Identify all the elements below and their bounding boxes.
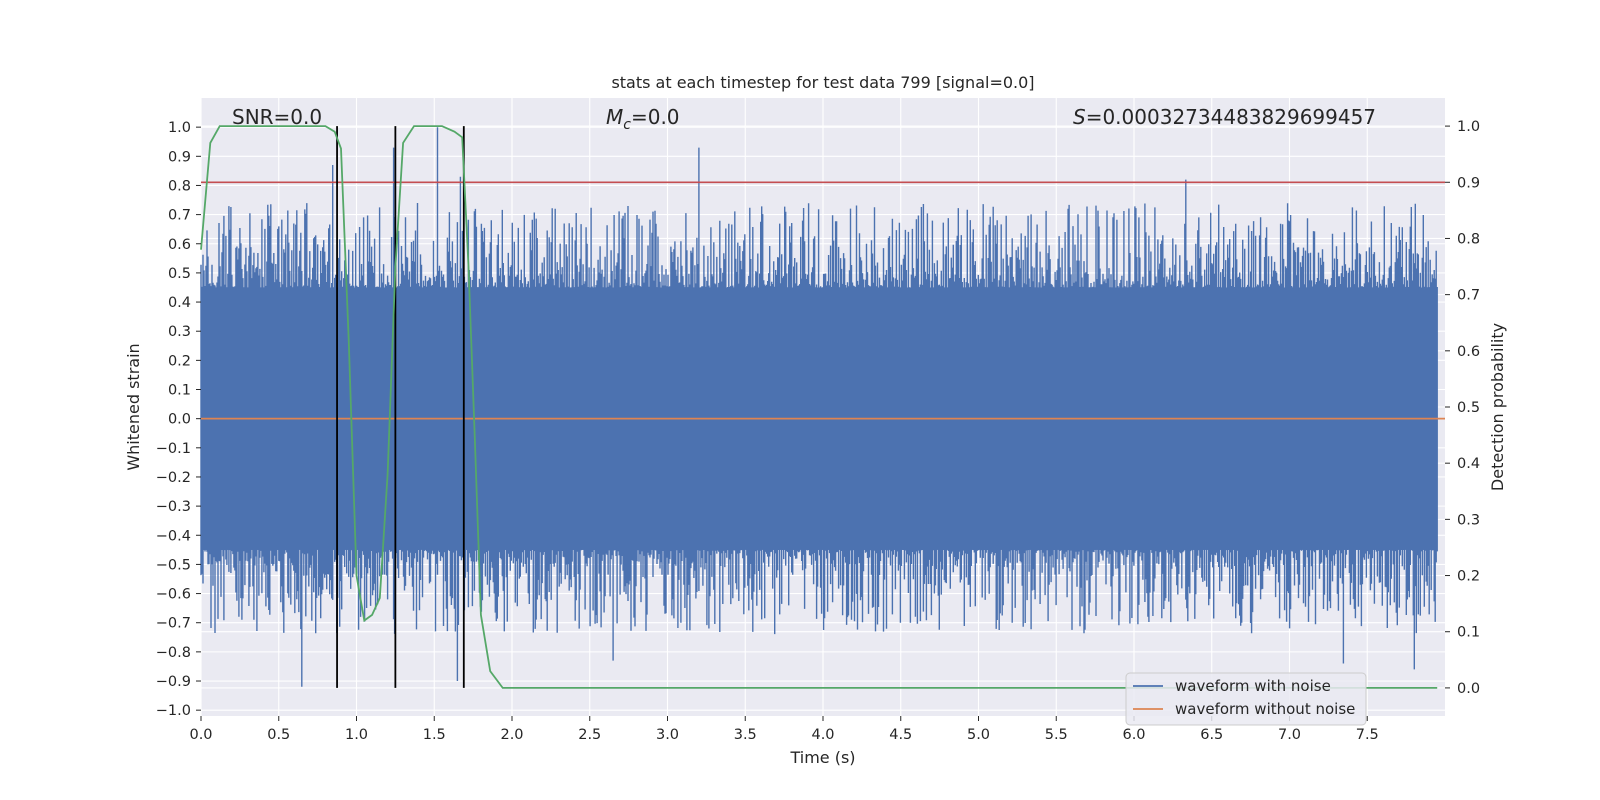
marker-lines — [336, 126, 465, 688]
y-left-tick-label: 0.1 — [168, 383, 191, 399]
y-right-tick-label: 0.5 — [1457, 400, 1480, 416]
y-left-axis-label: Whitened strain — [124, 343, 143, 470]
statistic-symbol: S — [1073, 105, 1086, 129]
x-tick-label: 0.5 — [267, 727, 290, 743]
legend-entry-clean: waveform without noise — [1175, 700, 1355, 718]
x-tick-label: 2.5 — [578, 727, 601, 743]
y-right-tick-label: 0.3 — [1457, 512, 1480, 528]
y-left-tick-label: 1.0 — [168, 120, 191, 136]
y-left-tick-label: −0.6 — [156, 587, 191, 603]
legend-entry-noise: waveform with noise — [1175, 677, 1331, 695]
y-right-tick-label: 0.7 — [1457, 288, 1480, 304]
y-right-tick-label: 0.0 — [1457, 681, 1480, 697]
y-left-tick-label: 0.5 — [168, 266, 191, 282]
x-tick-label: 0.0 — [189, 727, 212, 743]
y-left-tick-label: −1.0 — [156, 703, 191, 719]
x-tick-label: 1.0 — [345, 727, 368, 743]
x-tick-label: 3.5 — [734, 727, 757, 743]
x-axis-ticks: 0.0 0.5 1.0 1.5 2.0 2.5 3.0 3.5 4.0 4.5 5.0 5.5 6.0 6… — [189, 716, 1379, 743]
y-right-axis-label: Detection probability — [1488, 323, 1507, 491]
y-right-tick-label: 0.9 — [1457, 175, 1480, 191]
x-axis-label: Time (s) — [789, 748, 855, 767]
chart-title: stats at each timestep for test data 799… — [611, 73, 1034, 92]
y-right-axis-ticks: 1.0 0.9 0.8 0.7 0.6 0.5 0.4 0.3 0.2 0.1 0.0 — [1445, 119, 1480, 697]
y-right-tick-label: 0.4 — [1457, 456, 1480, 472]
x-tick-label: 6.0 — [1122, 727, 1145, 743]
y-left-tick-label: −0.1 — [156, 441, 191, 457]
y-left-tick-label: 0.3 — [168, 324, 191, 340]
y-left-tick-label: 0.8 — [168, 178, 191, 194]
y-right-tick-label: 1.0 — [1457, 119, 1480, 135]
chirp-mass-annotation: Mc=0.0 — [606, 105, 680, 133]
y-left-tick-label: −0.2 — [156, 470, 191, 486]
y-left-tick-label: −0.8 — [156, 645, 191, 661]
chirp-mass-value: =0.0 — [631, 105, 680, 129]
y-left-tick-label: 0.6 — [168, 237, 191, 253]
x-tick-label: 4.0 — [811, 727, 834, 743]
y-left-tick-label: −0.5 — [156, 557, 191, 573]
legend: waveform with noise waveform without noi… — [1125, 672, 1367, 726]
y-left-tick-label: −0.9 — [156, 674, 191, 690]
x-tick-label: 6.5 — [1200, 727, 1223, 743]
probability-curve — [200, 125, 1438, 689]
y-right-tick-label: 0.2 — [1457, 569, 1480, 585]
x-tick-label: 5.5 — [1045, 727, 1068, 743]
x-tick-label: 4.5 — [889, 727, 912, 743]
x-tick-label: 2.0 — [500, 727, 523, 743]
snr-annotation: SNR=0.0 — [232, 105, 322, 129]
chirp-mass-symbol: M — [606, 105, 623, 129]
y-left-tick-label: 0.4 — [168, 295, 191, 311]
y-left-tick-label: 0.0 — [168, 412, 191, 428]
x-tick-label: 7.0 — [1278, 727, 1301, 743]
y-left-tick-label: 0.7 — [168, 208, 191, 224]
y-right-tick-label: 0.1 — [1457, 625, 1480, 641]
x-tick-label: 3.0 — [656, 727, 679, 743]
x-tick-label: 1.5 — [423, 727, 446, 743]
detection-probability-series — [200, 125, 1438, 689]
statistic-annotation: S=0.00032734483829699457 — [1073, 105, 1376, 129]
y-left-tick-label: 0.9 — [168, 149, 191, 165]
chirp-mass-subscript: c — [623, 117, 631, 133]
y-left-axis-ticks: 1.0 0.9 0.8 0.7 0.6 0.5 0.4 0.3 0.2 0.1 0.0 −0.1 −0.… — [156, 120, 201, 719]
x-tick-label: 5.0 — [967, 727, 990, 743]
y-left-tick-label: −0.4 — [156, 528, 191, 544]
y-right-tick-label: 0.8 — [1457, 231, 1480, 247]
legend-box — [1125, 672, 1367, 726]
statistic-value: =0.00032734483829699457 — [1086, 105, 1376, 129]
y-left-tick-label: −0.3 — [156, 499, 191, 515]
x-tick-label: 7.5 — [1356, 727, 1379, 743]
y-left-tick-label: −0.7 — [156, 616, 191, 632]
y-left-tick-label: 0.2 — [168, 353, 191, 369]
y-right-tick-label: 0.6 — [1457, 344, 1480, 360]
